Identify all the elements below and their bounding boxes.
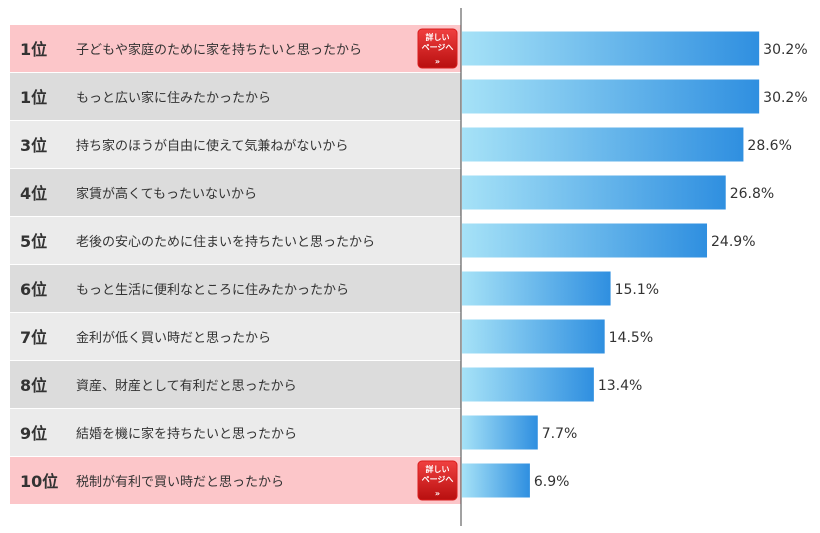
bar [462, 271, 611, 306]
rank-label: 3位 [20, 136, 47, 155]
value-label: 30.2% [763, 42, 807, 58]
row-band [10, 265, 461, 312]
reason-label: 老後の安心のために住まいを持ちたいと思ったから [76, 235, 375, 250]
row-band [10, 361, 461, 408]
badge-text-line1[interactable]: 詳しい [426, 464, 450, 474]
rank-label: 7位 [20, 328, 47, 347]
reason-label: 資産、財産として有利だと思ったから [76, 378, 297, 394]
ranking-row: 5位 老後の安心のために住まいを持ちたいと思ったから 24.9% [10, 217, 756, 264]
badge-text-line2[interactable]: ページへ [422, 475, 454, 484]
bar [462, 319, 605, 354]
row-band [10, 457, 461, 504]
bar [462, 175, 726, 210]
double-chevron-icon[interactable]: » [435, 489, 440, 498]
value-label: 6.9% [534, 474, 570, 490]
value-label: 7.7% [542, 426, 578, 442]
reason-label: 税制が有利で買い時だと思ったから [76, 475, 284, 490]
reason-label: 子どもや家庭のために家を持ちたいと思ったから [76, 42, 362, 58]
rank-label: 1位 [20, 88, 47, 107]
reason-label: 結婚を機に家を持ちたいと思ったから [76, 426, 297, 442]
ranking-row: 8位 資産、財産として有利だと思ったから 13.4% [10, 361, 642, 408]
badge-background[interactable] [417, 28, 458, 69]
double-chevron-icon[interactable]: » [435, 57, 440, 66]
ranking-row: 9位 結婚を機に家を持ちたいと思ったから 7.7% [10, 409, 577, 456]
reason-label: 金利が低く買い時だと思ったから [76, 330, 271, 346]
badge-text-line2[interactable]: ページへ [422, 43, 454, 52]
badge-text-line1[interactable]: 詳しい [426, 32, 450, 42]
value-label: 26.8% [730, 186, 774, 202]
rank-label: 4位 [20, 184, 47, 203]
rank-label: 9位 [20, 424, 47, 443]
bar [462, 31, 760, 66]
bar [462, 127, 744, 162]
row-band [10, 25, 461, 72]
value-label: 24.9% [711, 234, 755, 250]
rank-label: 5位 [20, 232, 47, 251]
value-label: 28.6% [747, 138, 791, 154]
bar [462, 463, 530, 498]
ranking-row: 1位 もっと広い家に住みたかったから 30.2% [10, 73, 808, 120]
row-band [10, 169, 461, 216]
reason-label: 家賃が高くてもったいないから [76, 186, 257, 202]
bar [462, 415, 538, 450]
reason-label: 持ち家のほうが自由に使えて気兼ねがないから [76, 138, 348, 154]
bar [462, 223, 708, 258]
row-band [10, 313, 461, 360]
rank-label: 1位 [20, 40, 47, 59]
ranking-row: 7位 金利が低く買い時だと思ったから 14.5% [10, 313, 653, 360]
rank-label: 8位 [20, 376, 47, 395]
value-label: 30.2% [763, 90, 807, 106]
value-label: 13.4% [598, 378, 642, 394]
reason-label: もっと広い家に住みたかったから [76, 90, 271, 106]
bar [462, 367, 594, 402]
row-band [10, 217, 461, 264]
bar [462, 79, 760, 114]
reason-label: もっと生活に便利なところに住みたかったから [76, 283, 349, 298]
rank-label: 10位 [20, 472, 58, 491]
ranking-row: 4位 家賃が高くてもったいないから 26.8% [10, 169, 774, 216]
value-label: 14.5% [609, 330, 653, 346]
row-band [10, 73, 461, 120]
ranking-row: 3位 持ち家のほうが自由に使えて気兼ねがないから 28.6% [10, 121, 792, 168]
row-band [10, 409, 461, 456]
row-band [10, 121, 461, 168]
ranking-row: 6位 もっと生活に便利なところに住みたかったから 15.1% [10, 265, 659, 312]
badge-background[interactable] [417, 460, 458, 501]
rank-label: 6位 [20, 280, 47, 299]
value-label: 15.1% [615, 282, 659, 298]
